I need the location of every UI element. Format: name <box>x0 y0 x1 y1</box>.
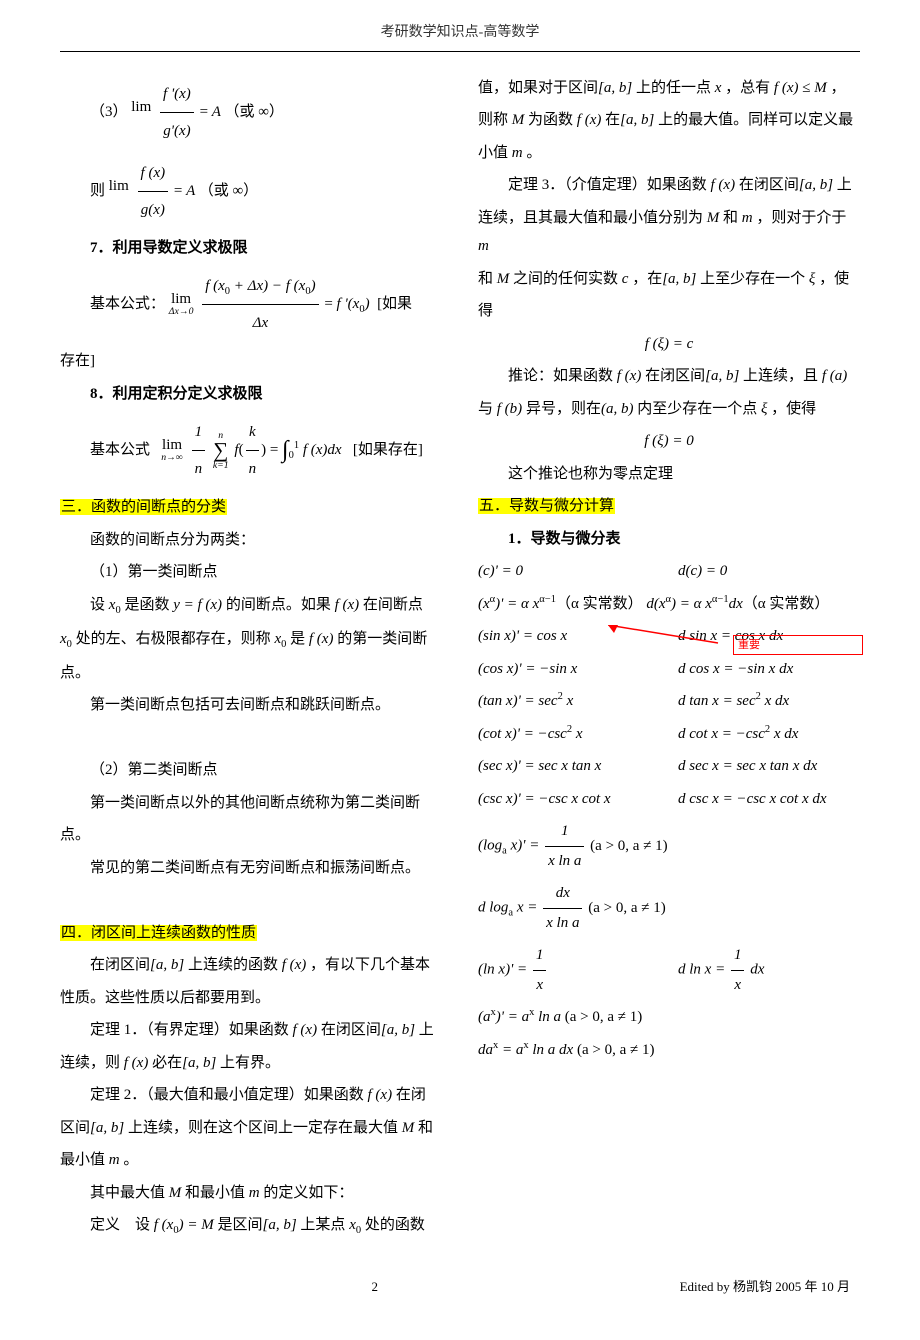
s4b: 性质。这些性质以后都要用到。 <box>60 984 442 1013</box>
r4: 定理 3．（介值定理）如果函数 f (x) 在闭区间[a, b] 上 <box>478 171 860 200</box>
s3e: 点。 <box>60 659 442 688</box>
callout-important: 重要 <box>733 635 863 655</box>
s4e: 定理 2．（最大值和最小值定理）如果函数 f (x) 在闭 <box>60 1081 442 1110</box>
s4i: 定义 设 f (x0) = M 是区间[a, b] 上某点 x0 处的函数 <box>60 1211 442 1241</box>
deriv-ln: (ln x)' = 1x d ln x = 1x dx <box>478 941 860 999</box>
s3j: 常见的第二类间断点有无穷间断点和振荡间断点。 <box>60 854 442 883</box>
section-3-title: 三．函数的间断点的分类 <box>60 493 442 522</box>
s3a: 函数的间断点分为两类： <box>60 526 442 555</box>
r5: 连续，且其最大值和最小值分别为 M 和 m ，则对于介于 m <box>478 204 860 261</box>
r1: 值，如果对于区间[a, b] 上的任一点 x ，总有 f (x) ≤ M ， <box>478 74 860 103</box>
r6: 和 M 之间的任何实数 c ，在[a, b] 上至少存在一个 ξ ，使 <box>478 265 860 294</box>
deriv-cos: (cos x)' = −sin x d cos x = −sin x dx <box>478 655 860 684</box>
r10: 这个推论也称为零点定理 <box>478 460 860 489</box>
edited-by: Edited by 杨凯钧 2005 年 10 月 <box>680 1275 850 1300</box>
diff-loga: d loga x = dxx ln a (a > 0, a ≠ 1) <box>478 879 860 937</box>
formula-then: 则 lim f (x)g(x) = A （或 ∞） <box>60 155 442 228</box>
deriv-power: (xα)' = α xα−1 （α 实常数） d(xα) = α xα−1dx … <box>478 590 860 619</box>
r2: 则称 M 为函数 f (x) 在[a, b] 上的最大值。同样可以定义最 <box>478 106 860 135</box>
page-footer: 2 Edited by 杨凯钧 2005 年 10 月 <box>60 1275 860 1300</box>
s3h: 第一类间断点以外的其他间断点统称为第二类间断 <box>60 789 442 818</box>
s4f: 区间[a, b] 上连续，则在这个区间上一定存在最大值 M 和 <box>60 1114 442 1143</box>
callout-arrow-icon <box>608 625 738 655</box>
deriv-csc: (csc x)' = −csc x cot x d csc x = −csc x… <box>478 785 860 814</box>
formula-7: 基本公式： limΔx→0 f (x0 + Δx) − f (x0)Δx = f… <box>60 268 442 341</box>
r8: 推论：如果函数 f (x) 在闭区间[a, b] 上连续，且 f (a) <box>478 362 860 391</box>
formula-fxi-c: f (ξ) = c <box>478 330 860 359</box>
right-column: 值，如果对于区间[a, b] 上的任一点 x ，总有 f (x) ≤ M ， 则… <box>478 70 860 1246</box>
s3b: （1）第一类间断点 <box>60 558 442 587</box>
s4d: 连续，则 f (x) 必在[a, b] 上有界。 <box>60 1049 442 1078</box>
deriv-sec: (sec x)' = sec x tan x d sec x = sec x t… <box>478 752 860 781</box>
text-exists: 存在] <box>60 347 442 376</box>
deriv-loga: (loga x)' = 1x ln a (a > 0, a ≠ 1) <box>478 817 860 875</box>
s4g: 最小值 m 。 <box>60 1146 442 1175</box>
r9: 与 f (b) 异号，则在(a, b) 内至少存在一个点 ξ ，使得 <box>478 395 860 424</box>
s5a: 1．导数与微分表 <box>478 525 860 554</box>
section-4-title: 四．闭区间上连续函数的性质 <box>60 919 442 948</box>
s3f: 第一类间断点包括可去间断点和跳跃间断点。 <box>60 691 442 720</box>
deriv-ax: (ax)' = ax ln a (a > 0, a ≠ 1) <box>478 1003 860 1032</box>
page-number: 2 <box>70 1275 680 1300</box>
deriv-cot: (cot x)' = −csc2 x d cot x = −csc2 x dx <box>478 720 860 749</box>
s4a: 在闭区间[a, b] 上连续的函数 f (x) ，有以下几个基本 <box>60 951 442 980</box>
formula-fxi-0: f (ξ) = 0 <box>478 427 860 456</box>
s3g: （2）第二类间断点 <box>60 756 442 785</box>
heading-7: 7．利用导数定义求极限 <box>60 234 442 263</box>
s4c: 定理 1．（有界定理）如果函数 f (x) 在闭区间[a, b] 上 <box>60 1016 442 1045</box>
deriv-const: (c)' = 0 d(c) = 0 <box>478 557 860 586</box>
diff-ax: dax = ax ln a dx (a > 0, a ≠ 1) <box>478 1036 860 1065</box>
formula-3: （3） lim f '(x)g'(x) = A （或 ∞） <box>60 76 442 149</box>
s3c: 设 x0 是函数 y = f (x) 的间断点。如果 f (x) 在间断点 <box>60 591 442 621</box>
heading-8: 8．利用定积分定义求极限 <box>60 380 442 409</box>
r3: 小值 m 。 <box>478 139 860 168</box>
section-5-title: 五．导数与微分计算 <box>478 492 860 521</box>
r7: 得 <box>478 297 860 326</box>
s3d: x0 处的左、右极限都存在，则称 x0 是 f (x) 的第一类间断 <box>60 625 442 655</box>
s3i: 点。 <box>60 821 442 850</box>
left-column: （3） lim f '(x)g'(x) = A （或 ∞） 则 lim f (x… <box>60 70 442 1246</box>
deriv-tan: (tan x)' = sec2 x d tan x = sec2 x dx <box>478 687 860 716</box>
formula-8: 基本公式 limn→∞ 1n n∑k=1 f(kn) = ∫01 f (x)dx… <box>60 414 442 487</box>
s4h: 其中最大值 M 和最小值 m 的定义如下： <box>60 1179 442 1208</box>
page-header: 考研数学知识点-高等数学 <box>60 20 860 52</box>
